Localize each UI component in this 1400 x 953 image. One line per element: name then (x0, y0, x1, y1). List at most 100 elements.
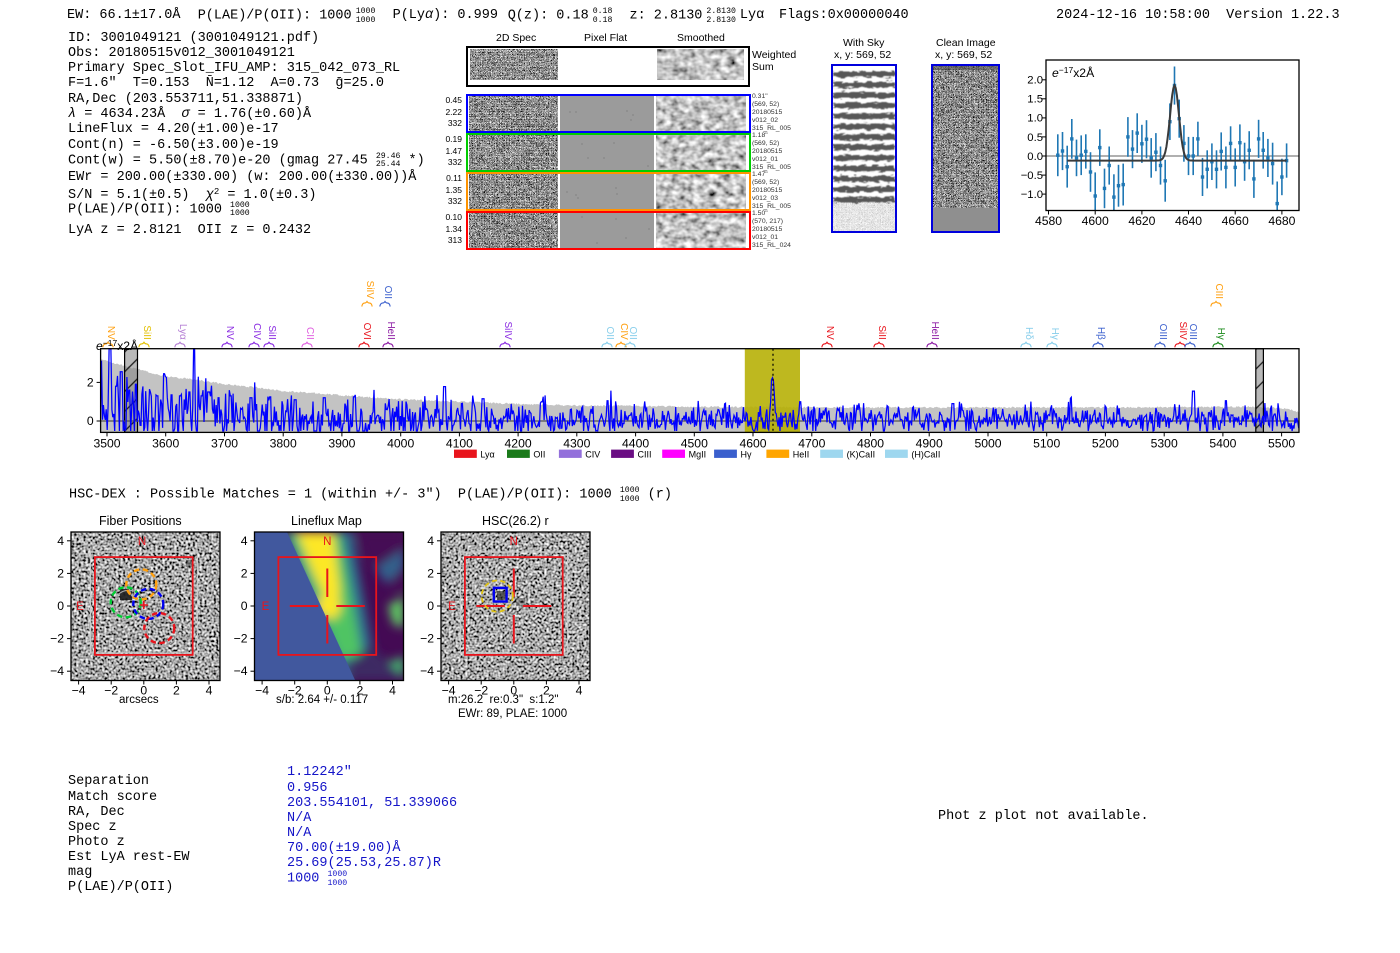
svg-text:(K)CaII: (K)CaII (847, 449, 876, 459)
svg-text:4800: 4800 (857, 437, 884, 451)
svg-text:3500: 3500 (93, 437, 120, 451)
svg-text:2: 2 (357, 684, 364, 698)
svg-text:4600: 4600 (739, 437, 766, 451)
svg-text:5500: 5500 (1268, 437, 1295, 451)
svg-text:0: 0 (241, 599, 248, 613)
svg-text:E: E (448, 601, 456, 613)
svg-text:4620: 4620 (1128, 214, 1155, 228)
svg-text:4: 4 (576, 684, 583, 698)
svg-text:2: 2 (87, 375, 94, 389)
svg-text:SiII: SiII (876, 325, 887, 339)
svg-text:Hδ: Hδ (1023, 327, 1034, 340)
svg-text:Lyα: Lyα (480, 449, 494, 459)
svg-text:Hγ: Hγ (1215, 328, 1226, 340)
svg-text:0.5: 0.5 (1027, 132, 1043, 144)
svg-text:4: 4 (427, 534, 434, 548)
svg-text:2: 2 (57, 566, 64, 580)
svg-text:(H)CaII: (H)CaII (911, 449, 940, 459)
svg-text:HeII: HeII (929, 321, 940, 339)
svg-text:2: 2 (543, 684, 550, 698)
svg-text:4640: 4640 (1175, 214, 1202, 228)
svg-text:3700: 3700 (211, 437, 238, 451)
svg-text:CII: CII (304, 327, 315, 340)
svg-text:−2: −2 (420, 632, 434, 646)
svg-text:0: 0 (87, 414, 94, 428)
svg-text:Lyα: Lyα (177, 324, 188, 340)
svg-text:4680: 4680 (1268, 214, 1295, 228)
svg-text:SiIV: SiIV (364, 281, 375, 300)
svg-text:2: 2 (241, 566, 248, 580)
svg-text:3900: 3900 (328, 437, 355, 451)
svg-text:5300: 5300 (1151, 437, 1178, 451)
svg-text:OIII: OIII (1157, 324, 1168, 340)
svg-text:−1.0: −1.0 (1021, 189, 1043, 201)
svg-text:1.0: 1.0 (1027, 113, 1043, 125)
svg-text:4400: 4400 (622, 437, 649, 451)
svg-text:4660: 4660 (1222, 214, 1249, 228)
svg-text:3800: 3800 (270, 437, 297, 451)
svg-text:N: N (323, 536, 331, 548)
svg-text:e−17x2Å: e−17x2Å (1052, 65, 1095, 80)
svg-text:CIV: CIV (618, 323, 629, 340)
svg-text:E: E (76, 601, 84, 613)
svg-text:4100: 4100 (446, 437, 473, 451)
svg-text:N: N (138, 536, 146, 548)
svg-text:−0.5: −0.5 (1021, 170, 1043, 182)
svg-text:CIII: CIII (638, 449, 652, 459)
svg-text:NV: NV (824, 326, 835, 340)
svg-text:5400: 5400 (1209, 437, 1236, 451)
svg-text:4580: 4580 (1035, 214, 1062, 228)
svg-text:2: 2 (427, 566, 434, 580)
svg-text:4: 4 (57, 534, 64, 548)
svg-text:0: 0 (140, 684, 147, 698)
svg-text:5000: 5000 (974, 437, 1001, 451)
svg-text:−2: −2 (474, 684, 488, 698)
svg-text:2: 2 (173, 684, 180, 698)
svg-text:4600: 4600 (1082, 214, 1109, 228)
svg-text:CIV: CIV (251, 323, 262, 340)
svg-text:−2: −2 (288, 684, 302, 698)
svg-text:OII: OII (533, 449, 545, 459)
svg-text:OVI: OVI (361, 323, 372, 340)
svg-text:SiIV: SiIV (502, 321, 513, 340)
svg-text:4700: 4700 (798, 437, 825, 451)
svg-text:HeII: HeII (793, 449, 810, 459)
svg-text:2.0: 2.0 (1027, 75, 1043, 87)
svg-text:0: 0 (57, 599, 64, 613)
svg-text:HeII: HeII (385, 321, 396, 339)
svg-text:4900: 4900 (916, 437, 943, 451)
svg-text:0: 0 (510, 684, 517, 698)
svg-text:OIII: OIII (1187, 324, 1198, 340)
svg-text:4: 4 (206, 684, 213, 698)
svg-text:−4: −4 (255, 684, 269, 698)
svg-text:OII: OII (382, 286, 393, 299)
svg-text:5100: 5100 (1033, 437, 1060, 451)
svg-text:−4: −4 (50, 664, 64, 678)
svg-text:N: N (510, 536, 518, 548)
svg-text:e−17x2Å: e−17x2Å (96, 338, 139, 353)
svg-text:NV: NV (105, 326, 116, 340)
svg-text:4000: 4000 (387, 437, 414, 451)
svg-text:OII: OII (604, 326, 615, 339)
svg-text:−4: −4 (442, 684, 456, 698)
svg-text:−4: −4 (234, 664, 248, 678)
svg-text:E: E (262, 601, 270, 613)
svg-text:4300: 4300 (563, 437, 590, 451)
svg-text:−2: −2 (234, 632, 248, 646)
svg-text:Hγ: Hγ (1049, 328, 1060, 340)
svg-text:OII: OII (627, 326, 638, 339)
svg-text:−4: −4 (420, 664, 434, 678)
svg-text:5200: 5200 (1092, 437, 1119, 451)
svg-text:SiIV: SiIV (1177, 321, 1188, 340)
svg-text:3600: 3600 (152, 437, 179, 451)
svg-text:CIV: CIV (585, 449, 600, 459)
svg-text:−4: −4 (72, 684, 86, 698)
svg-text:1.5: 1.5 (1027, 94, 1043, 106)
svg-text:CIII: CIII (1213, 283, 1224, 299)
svg-text:0.0: 0.0 (1027, 151, 1043, 163)
svg-text:−2: −2 (104, 684, 118, 698)
svg-text:NV: NV (224, 326, 235, 340)
svg-text:4200: 4200 (505, 437, 532, 451)
svg-text:0: 0 (427, 599, 434, 613)
svg-text:Hγ: Hγ (741, 449, 752, 459)
